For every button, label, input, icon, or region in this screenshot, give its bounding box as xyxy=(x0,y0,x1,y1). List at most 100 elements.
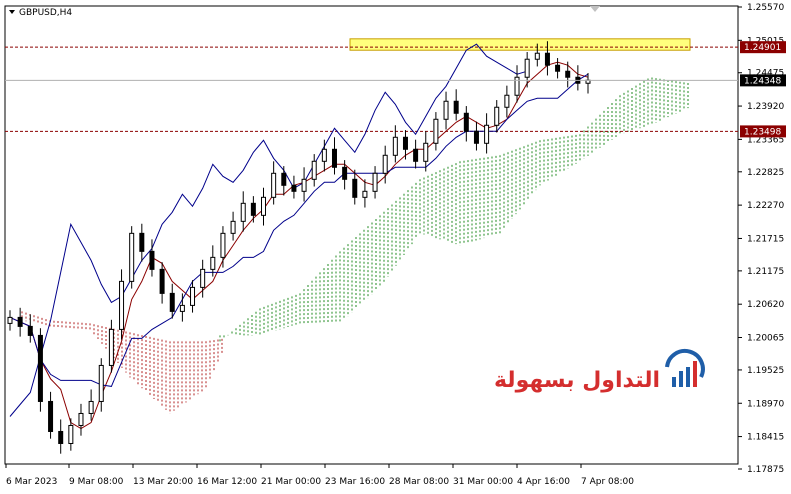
candle-body xyxy=(230,220,236,234)
y-tick-label: 1.17875 xyxy=(747,465,784,475)
candle-body xyxy=(169,292,175,312)
candle-body xyxy=(119,280,125,330)
y-tick-label: 1.23365 xyxy=(747,135,784,145)
x-tick-label: 21 Mar 00:00 xyxy=(261,477,321,487)
level-price-badge-text: 1.23498 xyxy=(744,127,781,137)
price-badges: 1.24901 1.23498 1.24348 xyxy=(740,41,786,138)
candle-body xyxy=(484,124,490,144)
current-price-badge xyxy=(740,74,786,87)
y-tick-label: 1.21175 xyxy=(747,267,784,277)
kijun-sen-line xyxy=(9,73,589,387)
candle-body xyxy=(37,334,43,402)
candle-body xyxy=(179,304,185,312)
candle-body xyxy=(281,172,287,186)
chikou-span-line xyxy=(9,43,528,417)
candle-body xyxy=(524,58,530,78)
candle-body xyxy=(544,52,550,66)
x-axis: 6 Mar 2023 9 Mar 08:00 13 Mar 20:00 16 Mar … xyxy=(5,464,634,487)
candle-body xyxy=(433,118,439,144)
candle-body xyxy=(463,112,469,132)
candle-body xyxy=(382,154,388,174)
candle-body xyxy=(504,94,510,108)
candle-body xyxy=(48,400,54,432)
candle-body xyxy=(58,430,64,444)
candle-body xyxy=(301,178,307,192)
candle-body xyxy=(342,166,348,180)
y-tick-label: 1.22270 xyxy=(747,201,784,211)
level-price-badge-text: 1.24901 xyxy=(744,43,781,53)
candles-layer xyxy=(7,41,591,454)
x-tick-label: 7 Apr 08:00 xyxy=(581,477,634,487)
candle-body xyxy=(555,64,561,72)
candle-body xyxy=(514,76,520,96)
y-tick-label: 1.24475 xyxy=(747,69,784,79)
candle-body xyxy=(190,286,196,306)
candle-body xyxy=(321,148,327,162)
candle-body xyxy=(413,148,419,162)
candle-body xyxy=(311,160,317,180)
y-tick-label: 1.25570 xyxy=(747,3,784,13)
candle-body xyxy=(220,232,226,258)
candle-body xyxy=(372,172,378,192)
candle-body xyxy=(362,190,368,198)
tenkan-sen-line xyxy=(9,61,589,430)
resistance-zone-layer xyxy=(349,38,691,51)
x-tick-label: 23 Mar 16:00 xyxy=(325,477,385,487)
chart-title: GBPUSD,H4 xyxy=(9,8,72,18)
x-tick-label: 9 Mar 08:00 xyxy=(69,477,124,487)
current-price-badge-text: 1.24348 xyxy=(744,76,781,86)
y-tick-label: 1.23920 xyxy=(747,102,784,112)
candle-body xyxy=(98,364,104,402)
candle-body xyxy=(473,130,479,144)
brand-chart-icon xyxy=(665,349,705,387)
candle-body xyxy=(250,202,256,216)
chart-shift-marker-icon[interactable] xyxy=(590,6,600,12)
horizontal-levels-layer xyxy=(5,46,738,132)
y-tick-label: 1.22825 xyxy=(747,168,784,178)
candle-body xyxy=(352,178,358,198)
y-tick-label: 1.20065 xyxy=(747,334,784,344)
candle-body xyxy=(210,256,216,270)
candle-body xyxy=(453,100,459,114)
candle-body xyxy=(7,316,13,324)
chart-title-text: GBPUSD,H4 xyxy=(19,8,72,18)
x-tick-label: 16 Mar 12:00 xyxy=(197,477,257,487)
candle-body xyxy=(200,268,206,288)
candle-body xyxy=(78,412,84,426)
candle-body xyxy=(129,232,135,282)
candle-body xyxy=(108,328,114,366)
candle-body xyxy=(88,400,94,414)
x-tick-label: 6 Mar 2023 xyxy=(6,477,57,487)
candle-body xyxy=(17,316,23,327)
x-tick-label: 28 Mar 08:00 xyxy=(389,477,449,487)
candle-body xyxy=(534,52,540,60)
candle-body xyxy=(392,136,398,156)
indicator-lines-layer xyxy=(9,43,589,430)
candle-body xyxy=(159,268,165,294)
candle-body xyxy=(139,232,145,252)
resistance-zone xyxy=(349,38,691,51)
y-tick-label: 1.21715 xyxy=(747,234,784,244)
candle-body xyxy=(271,172,277,198)
level-price-badge xyxy=(740,41,786,54)
ichimoku-cloud-layer xyxy=(21,77,689,414)
x-tick-label: 31 Mar 00:00 xyxy=(453,477,513,487)
candle-body xyxy=(240,202,246,222)
brand-logo-text: التداول بسهولة xyxy=(494,368,660,393)
y-tick-label: 1.18415 xyxy=(747,433,784,443)
x-tick-label: 4 Apr 16:00 xyxy=(517,477,570,487)
brand-logo: التداول بسهولة xyxy=(494,349,705,393)
candle-body xyxy=(331,148,337,168)
candle-body xyxy=(291,184,297,192)
y-tick-label: 1.20620 xyxy=(747,300,784,310)
candle-body xyxy=(565,70,571,78)
x-tick-label: 13 Mar 20:00 xyxy=(133,477,193,487)
candle-body xyxy=(261,196,267,216)
candle-body xyxy=(68,424,74,444)
candle-body xyxy=(402,136,408,150)
dropdown-triangle-icon[interactable] xyxy=(9,10,15,14)
candle-body xyxy=(494,106,500,126)
y-axis: 1.255701.250151.244751.239201.233651.228… xyxy=(738,3,784,475)
level-price-badge xyxy=(740,125,786,138)
